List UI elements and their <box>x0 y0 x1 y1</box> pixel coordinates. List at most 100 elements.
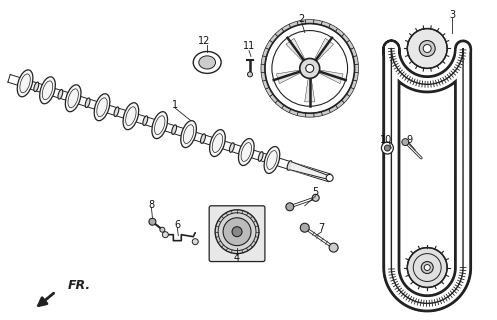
Polygon shape <box>353 56 358 65</box>
Ellipse shape <box>40 77 55 104</box>
Ellipse shape <box>199 56 216 69</box>
Polygon shape <box>305 78 315 102</box>
Text: 3: 3 <box>449 10 455 20</box>
Polygon shape <box>329 105 338 113</box>
Ellipse shape <box>34 82 39 92</box>
Polygon shape <box>314 112 323 117</box>
Ellipse shape <box>17 70 33 97</box>
Text: 9: 9 <box>406 135 413 145</box>
Circle shape <box>149 218 156 225</box>
Text: 10: 10 <box>380 135 393 145</box>
Ellipse shape <box>172 125 176 134</box>
Circle shape <box>232 227 242 237</box>
Circle shape <box>286 203 294 211</box>
Ellipse shape <box>258 152 263 161</box>
Circle shape <box>163 232 168 238</box>
Polygon shape <box>350 48 357 57</box>
Polygon shape <box>262 80 269 89</box>
Polygon shape <box>265 87 273 96</box>
Text: 1: 1 <box>172 100 178 110</box>
Ellipse shape <box>210 130 225 156</box>
Polygon shape <box>270 34 278 43</box>
Polygon shape <box>354 64 358 73</box>
Polygon shape <box>341 94 350 103</box>
Circle shape <box>192 239 198 244</box>
Circle shape <box>381 142 393 154</box>
Polygon shape <box>346 87 354 96</box>
Polygon shape <box>391 49 463 303</box>
Ellipse shape <box>85 98 90 108</box>
Polygon shape <box>350 80 357 89</box>
Circle shape <box>306 64 314 72</box>
Polygon shape <box>282 105 291 113</box>
Ellipse shape <box>230 143 234 152</box>
Ellipse shape <box>287 161 292 170</box>
Polygon shape <box>261 72 266 81</box>
Ellipse shape <box>152 112 167 139</box>
Circle shape <box>421 261 433 274</box>
Polygon shape <box>335 28 344 37</box>
Polygon shape <box>275 100 284 108</box>
Circle shape <box>265 24 354 113</box>
Text: 12: 12 <box>198 36 210 45</box>
Circle shape <box>329 243 338 252</box>
Circle shape <box>300 223 309 232</box>
Polygon shape <box>275 28 284 37</box>
Polygon shape <box>314 20 323 25</box>
Polygon shape <box>335 100 344 108</box>
Text: FR.: FR. <box>68 279 91 292</box>
Circle shape <box>408 248 447 287</box>
Polygon shape <box>383 49 471 311</box>
Polygon shape <box>265 40 273 50</box>
Circle shape <box>408 28 447 68</box>
Polygon shape <box>353 72 358 81</box>
Circle shape <box>215 210 259 253</box>
Polygon shape <box>297 112 306 117</box>
Circle shape <box>300 59 320 78</box>
Text: 7: 7 <box>319 223 325 233</box>
Polygon shape <box>289 109 298 116</box>
Circle shape <box>326 174 333 181</box>
Circle shape <box>223 218 251 246</box>
Polygon shape <box>289 21 298 28</box>
Circle shape <box>419 41 435 56</box>
Polygon shape <box>306 113 314 117</box>
Polygon shape <box>297 20 306 25</box>
Ellipse shape <box>193 52 221 73</box>
Ellipse shape <box>239 139 254 165</box>
Text: 4: 4 <box>234 252 240 263</box>
Text: 11: 11 <box>243 42 255 52</box>
Polygon shape <box>261 56 266 65</box>
Polygon shape <box>306 20 314 24</box>
Text: 8: 8 <box>149 200 155 210</box>
Polygon shape <box>322 109 331 116</box>
Polygon shape <box>329 24 338 32</box>
Circle shape <box>248 72 252 77</box>
Text: 6: 6 <box>174 220 180 230</box>
Circle shape <box>402 139 409 146</box>
Circle shape <box>384 145 390 151</box>
Polygon shape <box>314 38 333 61</box>
Polygon shape <box>319 70 343 84</box>
Polygon shape <box>341 34 350 43</box>
Polygon shape <box>270 94 278 103</box>
Polygon shape <box>290 162 330 180</box>
Ellipse shape <box>264 147 280 173</box>
Polygon shape <box>286 38 305 61</box>
Polygon shape <box>8 75 331 182</box>
Ellipse shape <box>65 85 81 112</box>
Polygon shape <box>276 70 301 84</box>
Ellipse shape <box>58 90 63 99</box>
Polygon shape <box>262 48 269 57</box>
Polygon shape <box>346 40 354 50</box>
Circle shape <box>312 194 319 201</box>
Ellipse shape <box>94 94 110 121</box>
Text: 2: 2 <box>299 14 305 24</box>
FancyBboxPatch shape <box>209 206 265 261</box>
Polygon shape <box>322 21 331 28</box>
Polygon shape <box>282 24 291 32</box>
Ellipse shape <box>201 134 205 143</box>
Ellipse shape <box>114 107 119 116</box>
Ellipse shape <box>181 121 196 148</box>
Ellipse shape <box>143 116 148 125</box>
